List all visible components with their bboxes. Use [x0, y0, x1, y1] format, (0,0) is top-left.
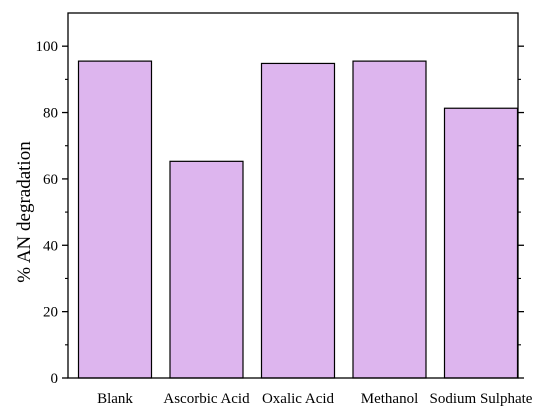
y-tick-label-0: 0 — [51, 371, 59, 387]
bar-methanol — [352, 60, 427, 379]
bar-blank — [77, 60, 153, 379]
x-tick-label-ascorbic-acid: Ascorbic Acid — [163, 391, 250, 407]
y-tick-label-80: 80 — [43, 106, 58, 122]
x-tick-label-methanol: Methanol — [361, 391, 419, 407]
x-tick-label-sodium-sulphate: Sodium Sulphate — [430, 391, 533, 407]
plot-frame — [67, 12, 519, 379]
x-tick-label-blank: Blank — [97, 391, 133, 407]
bar-ascorbic-acid — [169, 160, 244, 379]
y-tick-label-20: 20 — [43, 305, 58, 321]
y-axis-title: % AN degradation — [14, 141, 35, 283]
labels-layer: Blank Ascorbic Acid Oxalic Acid Methanol Sod… — [36, 39, 533, 407]
bars-layer — [77, 60, 519, 379]
y-tick-label-100: 100 — [36, 39, 59, 55]
bar-oxalic-acid — [260, 62, 336, 379]
x-tick-label-oxalic-acid: Oxalic Acid — [262, 391, 335, 407]
y-tick-label-40: 40 — [43, 238, 58, 254]
axes-layer — [62, 12, 524, 379]
y-tick-label-60: 60 — [43, 172, 58, 188]
bar-sodium-sulphate — [443, 107, 519, 379]
